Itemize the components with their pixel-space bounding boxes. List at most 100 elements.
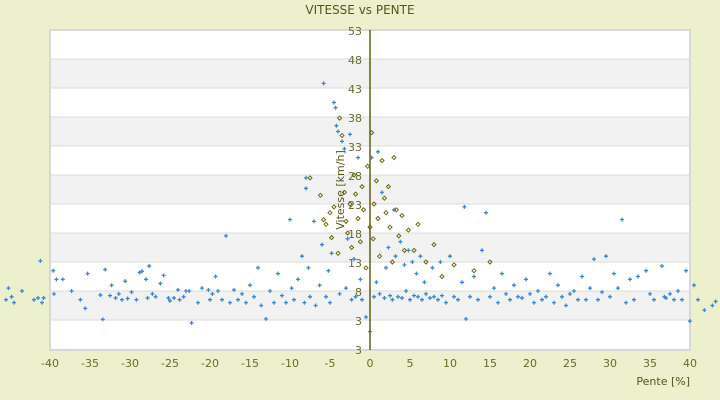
data-point-blue — [120, 297, 124, 302]
data-point-blue — [228, 300, 232, 305]
data-point-blue — [448, 254, 452, 259]
data-point-olive — [399, 212, 405, 219]
data-point-blue — [520, 295, 524, 300]
x-tick-label: 25 — [563, 357, 577, 370]
data-point-blue — [632, 297, 636, 302]
data-point-olive — [401, 247, 408, 254]
data-point-blue — [36, 295, 40, 300]
data-point-blue — [349, 297, 354, 302]
data-point-blue — [488, 294, 492, 299]
data-point-blue — [264, 316, 268, 321]
data-point-blue — [438, 260, 443, 264]
data-point-blue — [358, 277, 363, 282]
data-point-blue — [374, 280, 379, 285]
data-point-olive — [431, 241, 437, 248]
data-point-blue — [168, 298, 172, 303]
data-point-olive — [385, 183, 392, 190]
data-point-blue — [312, 219, 316, 224]
data-point-blue — [356, 155, 360, 160]
data-point-blue — [252, 294, 256, 299]
data-point-blue — [648, 291, 652, 296]
data-point-blue — [60, 277, 65, 282]
data-point-blue — [208, 297, 212, 302]
data-point-blue — [342, 146, 347, 151]
data-point-olive — [376, 253, 383, 259]
data-point-blue — [398, 239, 403, 244]
data-point-blue — [710, 303, 715, 308]
data-point-blue — [38, 258, 43, 263]
data-point-blue — [552, 300, 556, 305]
y-tick-label: 53 — [348, 25, 362, 38]
data-point-olive — [323, 221, 329, 228]
x-tick-label: -40 — [41, 357, 59, 370]
data-point-blue — [460, 280, 464, 285]
data-point-blue — [472, 274, 476, 279]
data-point-blue — [187, 289, 192, 293]
data-point-blue — [85, 271, 90, 276]
data-point-olive — [411, 247, 417, 254]
data-point-blue — [377, 291, 382, 296]
data-point-blue — [564, 303, 568, 308]
data-point-blue — [680, 297, 684, 302]
data-point-olive — [339, 132, 345, 139]
chart-title: VITESSE vs PENTE — [305, 3, 414, 17]
data-point-blue — [224, 233, 228, 238]
data-point-blue — [390, 297, 395, 302]
data-point-olive — [381, 195, 388, 201]
data-point-blue — [492, 286, 496, 291]
data-point-blue — [324, 294, 328, 299]
data-point-blue — [172, 295, 176, 300]
data-point-olive — [487, 259, 493, 265]
data-points — [4, 81, 718, 334]
data-point-olive — [375, 215, 381, 222]
data-point-blue — [98, 293, 103, 298]
data-point-blue — [684, 268, 688, 273]
data-point-olive — [471, 267, 477, 274]
data-point-olive — [336, 115, 343, 121]
data-point-olive — [347, 201, 353, 207]
data-point-olive — [320, 216, 327, 223]
data-point-blue — [321, 81, 326, 86]
data-point-blue — [353, 294, 358, 299]
data-point-blue — [604, 254, 608, 259]
data-point-blue — [420, 297, 424, 302]
data-point-blue — [504, 291, 508, 296]
data-point-blue — [532, 300, 536, 305]
data-point-blue — [336, 129, 340, 134]
data-point-blue — [129, 290, 134, 295]
data-point-blue — [676, 289, 680, 293]
data-point-olive — [335, 250, 341, 257]
data-point-blue — [328, 300, 332, 305]
data-point-olive — [383, 209, 389, 216]
data-point-blue — [334, 123, 339, 128]
data-point-blue — [300, 254, 304, 259]
data-point-blue — [340, 139, 344, 144]
data-point-blue — [259, 303, 264, 308]
data-point-blue — [580, 274, 584, 279]
data-point-blue — [289, 286, 294, 291]
x-tick-label: 40 — [683, 357, 697, 370]
data-point-blue — [134, 297, 139, 302]
data-point-blue — [308, 294, 312, 299]
data-point-olive — [352, 191, 359, 197]
data-point-blue — [288, 217, 292, 222]
data-point-blue — [109, 283, 114, 288]
data-point-blue — [329, 251, 334, 256]
data-point-blue — [9, 294, 14, 299]
data-point-blue — [123, 279, 128, 284]
data-point-blue — [284, 300, 288, 305]
data-point-blue — [380, 190, 384, 195]
data-point-blue — [125, 296, 130, 301]
data-point-blue — [404, 289, 408, 293]
data-point-blue — [360, 297, 364, 302]
data-point-blue — [216, 289, 220, 293]
data-point-blue — [432, 294, 436, 299]
data-point-blue — [428, 295, 432, 300]
data-point-blue — [396, 294, 400, 299]
data-point-blue — [476, 297, 480, 302]
data-point-olive — [355, 215, 361, 222]
data-point-blue — [464, 316, 468, 321]
data-point-blue — [337, 291, 342, 296]
data-point-blue — [393, 254, 398, 259]
data-point-blue — [512, 283, 516, 288]
